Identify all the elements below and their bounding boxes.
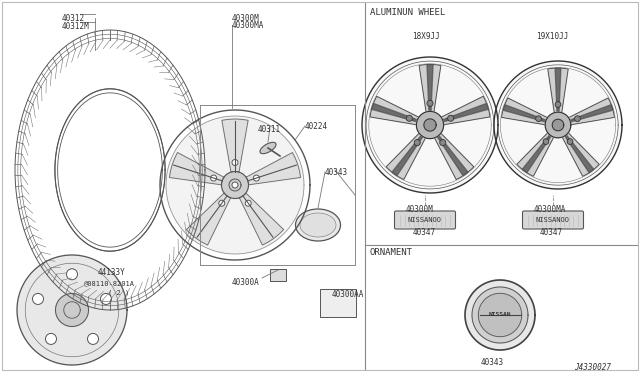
Text: NISSANOO: NISSANOO <box>408 217 442 223</box>
Polygon shape <box>166 116 304 254</box>
Polygon shape <box>417 111 444 139</box>
Polygon shape <box>433 132 474 180</box>
Polygon shape <box>561 131 599 176</box>
Bar <box>320 289 356 317</box>
Circle shape <box>253 175 259 181</box>
Polygon shape <box>564 133 594 173</box>
Polygon shape <box>545 112 571 138</box>
Text: 40224: 40224 <box>305 122 328 131</box>
FancyBboxPatch shape <box>394 211 456 229</box>
Polygon shape <box>17 255 127 365</box>
Polygon shape <box>222 119 248 172</box>
Text: 40312M: 40312M <box>62 22 90 31</box>
Text: NISSAN: NISSAN <box>489 312 511 317</box>
Polygon shape <box>424 119 436 131</box>
Circle shape <box>232 160 238 166</box>
Polygon shape <box>372 103 419 122</box>
Circle shape <box>575 116 580 122</box>
Circle shape <box>88 333 99 344</box>
Text: 40343: 40343 <box>325 168 348 177</box>
Text: 40300MA: 40300MA <box>534 205 566 214</box>
Polygon shape <box>555 68 561 114</box>
Polygon shape <box>441 103 488 122</box>
Polygon shape <box>548 68 568 115</box>
Text: 40312: 40312 <box>62 14 85 23</box>
Polygon shape <box>439 96 490 125</box>
Circle shape <box>555 102 561 108</box>
Circle shape <box>440 140 446 146</box>
Circle shape <box>211 175 216 181</box>
Circle shape <box>245 200 252 206</box>
Text: J4330027: J4330027 <box>574 363 611 372</box>
Polygon shape <box>502 98 549 125</box>
Circle shape <box>427 100 433 106</box>
Circle shape <box>100 294 111 304</box>
Circle shape <box>406 115 412 121</box>
Polygon shape <box>465 280 535 350</box>
Polygon shape <box>246 153 301 185</box>
Circle shape <box>536 116 541 122</box>
Polygon shape <box>221 171 248 199</box>
Ellipse shape <box>296 209 340 241</box>
Polygon shape <box>239 193 284 245</box>
Text: 44133Y: 44133Y <box>98 268 125 277</box>
Polygon shape <box>370 96 420 125</box>
Text: ( 2 ): ( 2 ) <box>108 290 129 296</box>
Circle shape <box>447 115 454 121</box>
Polygon shape <box>436 134 468 176</box>
Text: 40343: 40343 <box>481 358 504 367</box>
Polygon shape <box>472 287 528 343</box>
Ellipse shape <box>300 213 336 237</box>
Text: 19X10JJ: 19X10JJ <box>536 32 568 41</box>
Text: 40300AA: 40300AA <box>332 290 364 299</box>
FancyBboxPatch shape <box>522 211 584 229</box>
Polygon shape <box>170 153 224 185</box>
Polygon shape <box>478 293 522 337</box>
Text: ORNAMENT: ORNAMENT <box>370 248 413 257</box>
Polygon shape <box>56 294 88 327</box>
Polygon shape <box>567 98 614 125</box>
Circle shape <box>414 140 420 146</box>
Text: 40311: 40311 <box>258 125 281 134</box>
Circle shape <box>219 200 225 206</box>
Polygon shape <box>427 65 433 113</box>
Polygon shape <box>494 61 622 189</box>
Circle shape <box>543 139 549 144</box>
Text: 40347: 40347 <box>413 228 436 237</box>
Text: 40300M: 40300M <box>406 205 434 214</box>
Polygon shape <box>362 57 498 193</box>
Text: 40347: 40347 <box>540 228 563 237</box>
Circle shape <box>567 139 573 144</box>
Polygon shape <box>503 105 548 122</box>
Circle shape <box>33 294 44 304</box>
Text: NISSANOO: NISSANOO <box>536 217 570 223</box>
Bar <box>270 269 286 281</box>
Text: ALUMINUN WHEEL: ALUMINUN WHEEL <box>370 8 445 17</box>
Ellipse shape <box>260 142 276 154</box>
Text: @08110-8201A: @08110-8201A <box>84 280 135 286</box>
Text: 40300M: 40300M <box>232 14 260 23</box>
Text: 40300MA: 40300MA <box>232 21 264 30</box>
Polygon shape <box>419 64 441 114</box>
Polygon shape <box>517 131 555 176</box>
Circle shape <box>67 269 77 280</box>
Text: 40300A: 40300A <box>232 278 260 287</box>
Polygon shape <box>392 134 424 176</box>
Polygon shape <box>186 193 230 245</box>
Polygon shape <box>386 132 426 180</box>
Polygon shape <box>568 105 613 122</box>
Circle shape <box>232 182 238 188</box>
Polygon shape <box>552 119 564 131</box>
Text: 18X9JJ: 18X9JJ <box>412 32 440 41</box>
Circle shape <box>45 333 56 344</box>
Polygon shape <box>522 133 552 173</box>
